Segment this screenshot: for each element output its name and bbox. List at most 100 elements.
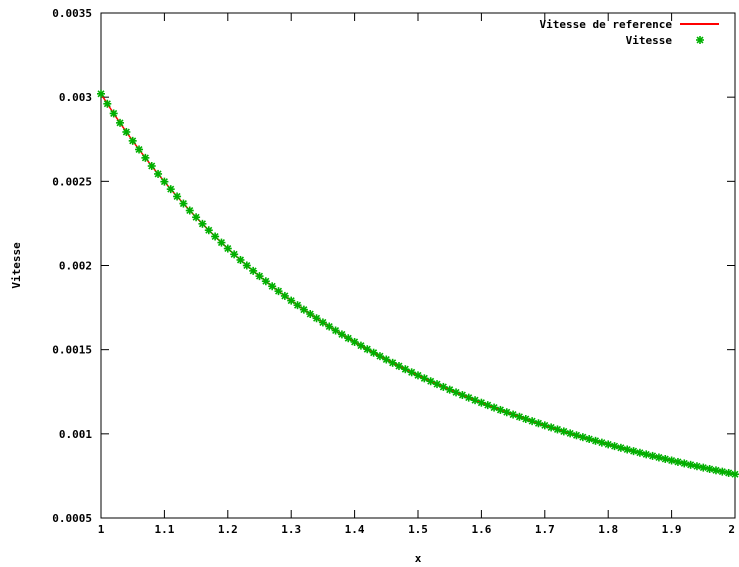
x-tick-label: 1.4 (345, 523, 365, 536)
data-point (337, 330, 346, 339)
y-tick-label: 0.002 (59, 260, 92, 273)
data-point (547, 423, 556, 432)
data-point (528, 417, 537, 426)
data-point (287, 296, 296, 305)
data-point (204, 226, 213, 235)
legend-label-vitesse: Vitesse (626, 34, 673, 47)
data-point (356, 341, 365, 350)
data-point (401, 365, 410, 374)
y-tick-label: 0.0015 (52, 344, 92, 357)
data-point (724, 468, 733, 477)
data-point (686, 460, 695, 469)
data-point (236, 255, 245, 264)
data-point (610, 442, 619, 451)
data-point (223, 244, 232, 253)
data-point (97, 89, 105, 98)
data-point (515, 412, 524, 421)
y-tick-label: 0.003 (59, 91, 92, 104)
data-point (452, 388, 461, 397)
data-point (490, 403, 499, 412)
data-point (566, 429, 575, 438)
data-point (667, 456, 676, 465)
legend-label-reference: Vitesse de reference (540, 18, 673, 31)
legend-marker-vitesse (695, 35, 705, 45)
x-tick-label: 1.5 (408, 523, 428, 536)
data-point (135, 145, 144, 154)
data-point (242, 261, 251, 270)
data-point (483, 401, 492, 410)
data-point (591, 436, 600, 445)
data-point (585, 435, 594, 444)
data-point (572, 431, 581, 440)
data-point (496, 405, 505, 414)
data-point (141, 153, 150, 162)
data-point (268, 282, 277, 291)
data-point (471, 396, 480, 405)
data-point (680, 459, 689, 468)
data-point (699, 463, 708, 472)
data-point (217, 238, 226, 247)
data-point (122, 127, 131, 136)
data-point (705, 464, 714, 473)
data-point (718, 467, 727, 476)
data-point (261, 277, 270, 286)
data-point (166, 185, 175, 194)
y-tick-label: 0.0035 (52, 7, 92, 20)
data-point (160, 177, 169, 186)
data-point (559, 427, 568, 436)
data-point (521, 414, 530, 423)
data-point (299, 305, 308, 314)
data-point (692, 462, 701, 471)
data-point (534, 419, 543, 428)
data-point (477, 398, 486, 407)
data-point (179, 199, 188, 208)
data-point (147, 162, 156, 171)
data-point (363, 345, 372, 354)
data-point (249, 266, 258, 275)
x-tick-label: 1.3 (281, 523, 301, 536)
data-point (185, 206, 194, 215)
x-tick-label: 1.2 (218, 523, 238, 536)
x-tick-label: 1.1 (154, 523, 174, 536)
data-point (255, 272, 264, 281)
data-point (325, 322, 334, 331)
data-point (635, 448, 644, 457)
data-point (642, 450, 651, 459)
x-tick-label: 2 (728, 523, 735, 536)
data-point (661, 454, 670, 463)
data-point (616, 443, 625, 452)
y-axis-title: Vitesse (10, 242, 23, 289)
data-point (654, 453, 663, 462)
data-point (312, 314, 321, 323)
data-point (318, 318, 327, 327)
data-point (629, 447, 638, 456)
x-axis: 1 1.1 1.2 1.3 1.4 1.5 1.6 1.7 1.8 1.9 2 (98, 13, 736, 536)
data-point (274, 287, 283, 296)
data-point (344, 334, 353, 343)
data-point (375, 352, 384, 361)
data-point (388, 358, 397, 367)
data-point (673, 457, 682, 466)
data-point (439, 382, 448, 391)
data-point (648, 451, 657, 460)
data-point (211, 232, 220, 241)
data-point (154, 169, 163, 178)
data-point (458, 391, 467, 400)
data-point (502, 408, 511, 417)
data-point (623, 445, 632, 454)
series-layer (97, 89, 739, 479)
data-point (293, 301, 302, 310)
data-point (597, 438, 606, 447)
x-tick-label: 1.7 (535, 523, 555, 536)
data-point (350, 337, 359, 346)
data-point (711, 466, 720, 475)
x-tick-label: 1.6 (471, 523, 491, 536)
data-point (553, 425, 562, 434)
data-point (382, 355, 391, 364)
data-point (413, 371, 423, 380)
data-point (128, 136, 137, 145)
data-point (578, 433, 587, 442)
data-point (445, 385, 454, 394)
y-axis: 0.0005 0.001 0.0015 0.002 0.0025 0.003 0.0035 (52, 7, 735, 525)
